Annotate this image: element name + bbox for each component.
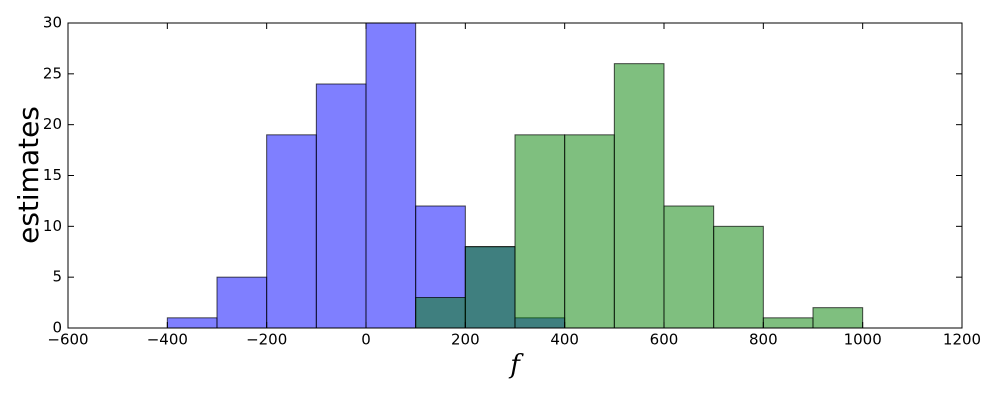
histogram-bar — [415, 297, 466, 329]
y-tick-label: 25 — [43, 64, 62, 82]
x-tick-label: 400 — [550, 331, 579, 349]
x-tick-label: 800 — [749, 331, 778, 349]
histogram-bar — [613, 63, 665, 329]
y-tick-label: 20 — [43, 115, 62, 133]
histogram-bar — [762, 317, 814, 329]
histogram-bar — [365, 22, 417, 329]
x-tick-label: 600 — [650, 331, 679, 349]
histogram-bar — [514, 134, 566, 329]
x-tick-label: −400 — [147, 331, 188, 349]
x-tick-label: −600 — [47, 331, 88, 349]
histogram-bar — [464, 246, 516, 329]
histogram-bar — [166, 317, 218, 329]
x-tick-label: 200 — [451, 331, 480, 349]
x-tick-label: 0 — [361, 331, 371, 349]
y-tick-label: 0 — [52, 319, 62, 337]
x-tick-label: 1000 — [844, 331, 882, 349]
histogram-bar — [564, 134, 615, 329]
y-tick-label: 10 — [43, 217, 62, 235]
y-tick-label: 15 — [43, 166, 62, 184]
x-tick-label: −200 — [246, 331, 287, 349]
histogram-bar — [266, 134, 317, 329]
histogram-bar — [713, 225, 764, 329]
histogram-bar — [812, 307, 864, 329]
y-axis-label: estimates — [12, 106, 45, 244]
y-tick-label: 30 — [43, 14, 62, 32]
histogram-bar — [315, 83, 367, 329]
histogram-bar — [216, 276, 268, 329]
histogram-bar — [663, 205, 715, 329]
x-tick-label: 1200 — [943, 331, 981, 349]
y-tick-label: 5 — [52, 268, 62, 286]
